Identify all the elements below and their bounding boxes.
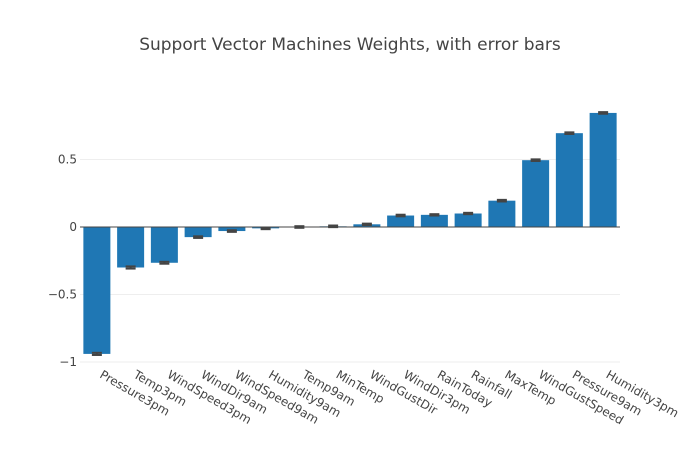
bar-winddir9am xyxy=(184,227,212,238)
grid-layer xyxy=(80,159,620,363)
bar-rainfall xyxy=(454,213,482,227)
y-tick-label: −0.5 xyxy=(48,288,77,302)
error-bar xyxy=(496,198,507,203)
y-tick-label: −1 xyxy=(59,355,77,369)
error-bar xyxy=(361,222,372,226)
y-tick-label: 0 xyxy=(69,220,77,234)
error-bar xyxy=(564,131,575,135)
x-axis-ticks: Pressure3pmTemp3pmWindSpeed3pmWindDir9am… xyxy=(97,367,681,427)
bar-humidity3pm xyxy=(589,112,617,227)
bars-layer xyxy=(83,112,617,354)
bar-maxtemp xyxy=(488,200,516,227)
bar-windgustspeed xyxy=(522,160,550,227)
error-bar xyxy=(294,225,305,229)
bar-temp3pm xyxy=(117,227,145,268)
bar-pressure3pm xyxy=(83,227,111,354)
bar-windspeed3pm xyxy=(150,227,178,263)
error-bar xyxy=(530,158,541,162)
chart-title: Support Vector Machines Weights, with er… xyxy=(139,35,561,55)
error-bar xyxy=(91,351,102,356)
bar-pressure9am xyxy=(555,133,583,227)
y-axis-ticks: −1 −0.5 0 0.5 xyxy=(48,153,77,370)
bar-windspeed9am xyxy=(218,227,246,232)
error-bar xyxy=(395,213,406,218)
error-bar xyxy=(226,229,237,233)
bar-raintoday xyxy=(420,214,448,227)
error-bar xyxy=(193,235,204,239)
error-bar xyxy=(463,211,474,216)
error-bar xyxy=(429,213,440,217)
error-bar xyxy=(598,111,609,115)
bar-winddir3pm xyxy=(387,215,415,227)
errors-layer xyxy=(91,111,609,356)
error-bar xyxy=(328,224,339,229)
error-bar xyxy=(125,265,136,270)
error-bar xyxy=(260,226,271,231)
error-bar xyxy=(159,260,170,265)
y-tick-label: 0.5 xyxy=(58,153,77,167)
